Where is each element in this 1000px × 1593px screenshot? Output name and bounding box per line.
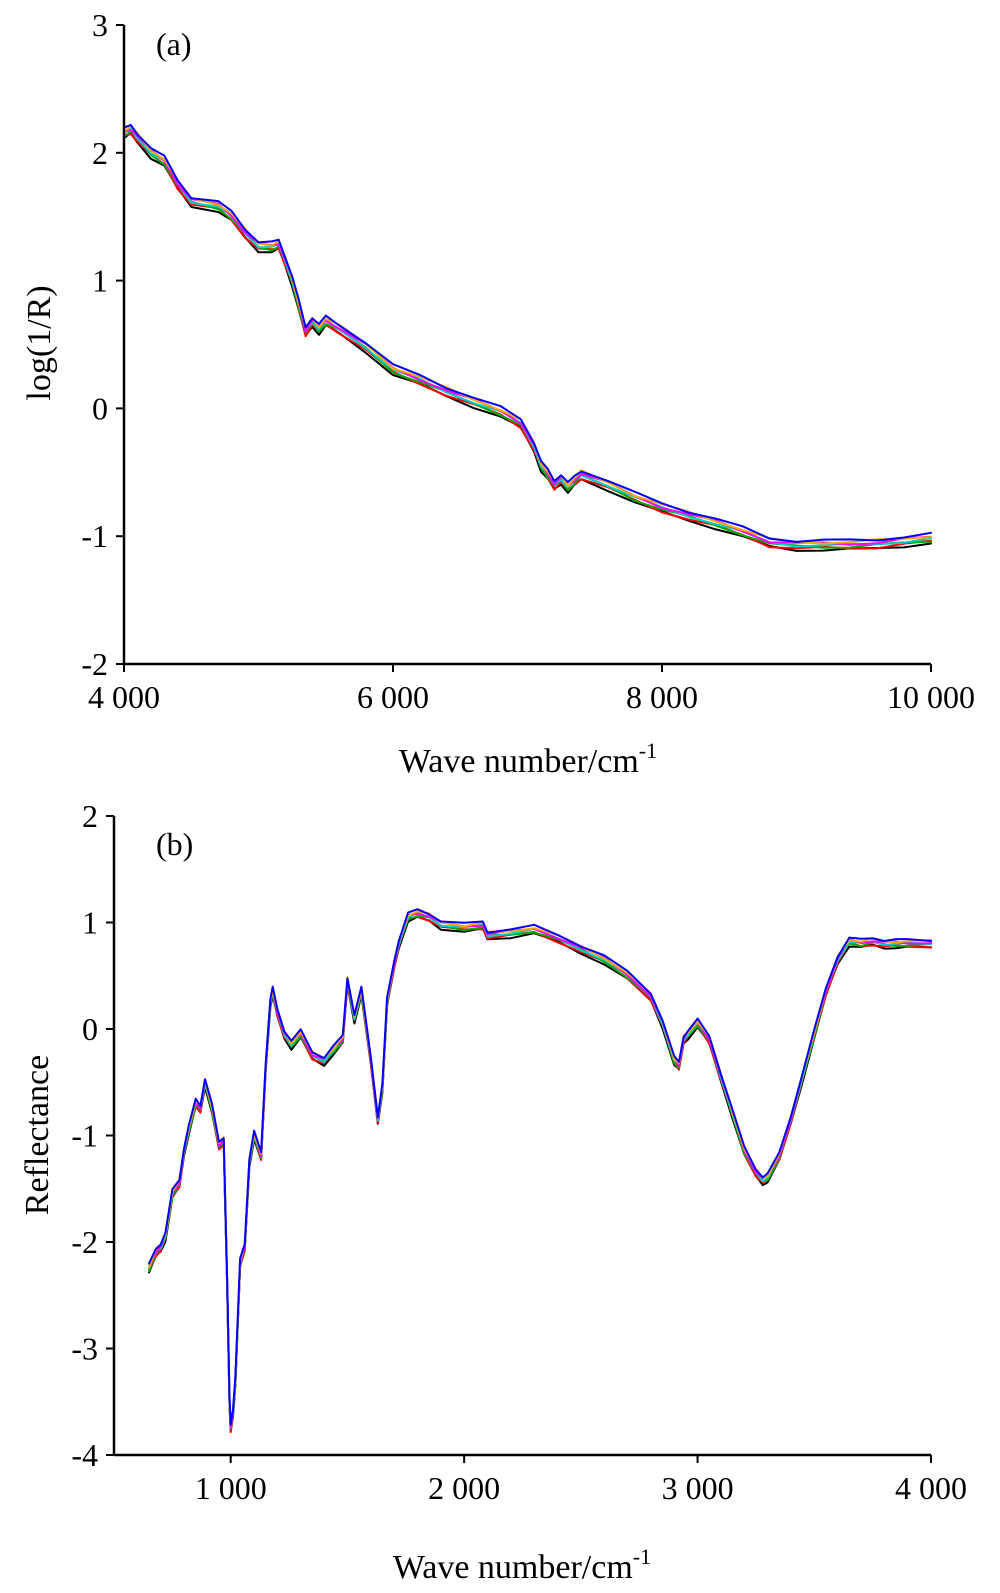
y-ticks: -2 -1 0 1 2 3: [81, 7, 124, 682]
x-tick-label: 10 000: [887, 679, 975, 715]
spectrum-line: [148, 910, 932, 1426]
spectrum-line: [148, 912, 932, 1430]
x-tick-label: 4 000: [88, 679, 160, 715]
spectrum-line: [123, 133, 932, 550]
spectrum-line: [123, 124, 932, 545]
spectrum-line: [123, 130, 932, 549]
spectrum-line: [123, 128, 932, 546]
spectrum-line: [123, 131, 932, 552]
x-axis-title-superscript: -1: [639, 738, 657, 763]
y-tick-label: -1: [71, 1118, 98, 1154]
spectrum-line: [148, 915, 932, 1434]
x-tick-label: 6 000: [357, 679, 429, 715]
y-tick-label: -1: [81, 518, 108, 554]
x-tick-label: 1 000: [195, 1470, 267, 1506]
y-tick-label: 2: [92, 135, 108, 171]
spectrum-line: [148, 911, 932, 1429]
spectrum-line: [148, 908, 932, 1426]
panel-label: (b): [156, 826, 193, 862]
y-tick-label: 1: [92, 263, 108, 299]
x-axis-title: Wave number/cm-1: [399, 738, 657, 780]
y-tick-label: 1: [82, 905, 98, 941]
spectrum-line: [123, 123, 932, 543]
y-tick-label: -2: [71, 1224, 98, 1260]
y-axis-title: Reflectance: [19, 1055, 56, 1215]
x-axis-title: Wave number/cm-1: [393, 1544, 651, 1586]
x-axis-title-text: Wave number/cm: [393, 1549, 633, 1586]
spectrum-line: [123, 127, 932, 548]
series-group: [123, 123, 932, 552]
x-tick-label: 2 000: [428, 1470, 500, 1506]
x-axis-title-superscript: -1: [633, 1544, 651, 1569]
x-tick-label: 3 000: [662, 1470, 734, 1506]
y-tick-label: -3: [71, 1331, 98, 1367]
x-axis-title-text: Wave number/cm: [399, 743, 639, 780]
spectrum-line: [148, 915, 932, 1431]
y-tick-label: 0: [92, 390, 108, 426]
y-tick-label: -4: [71, 1437, 98, 1473]
y-ticks: -4 -3 -2 -1 0 1 2: [71, 798, 114, 1473]
y-tick-label: 0: [82, 1011, 98, 1047]
series-group: [148, 908, 932, 1434]
chart-panel-a: 4 000 6 000 8 000 10 000 -2 -1 0 1 2 3 (a) log(1…: [21, 7, 975, 780]
spectrum-line: [148, 915, 932, 1433]
panel-label: (a): [156, 26, 192, 62]
x-ticks: 4 000 6 000 8 000 10 000: [88, 664, 975, 715]
y-tick-label: -2: [81, 646, 108, 682]
chart-panel-b: 1 000 2 000 3 000 4 000 -4 -3 -2 -1 0 1 2 (b) Ref…: [19, 798, 967, 1586]
x-tick-label: 8 000: [626, 679, 698, 715]
x-ticks: 1 000 2 000 3 000 4 000: [195, 1455, 967, 1506]
x-tick-label: 4 000: [895, 1470, 967, 1506]
y-tick-label: 2: [82, 798, 98, 834]
y-tick-label: 3: [92, 7, 108, 43]
y-axis-title: log(1/R): [21, 285, 58, 400]
